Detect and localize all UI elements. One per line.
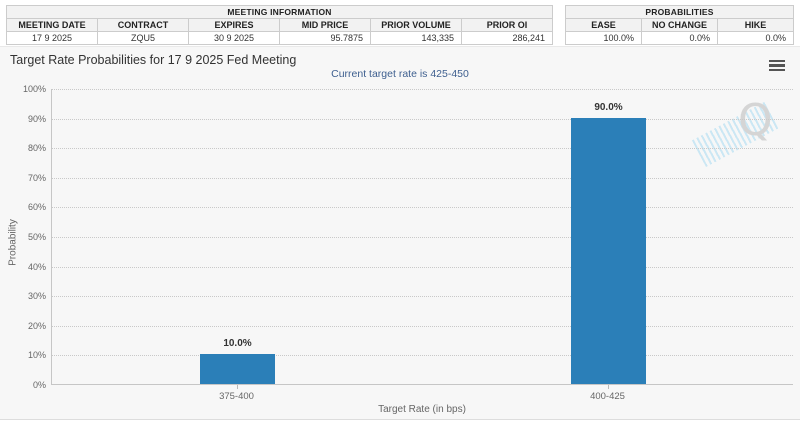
prior-volume-value: 143,335 [370,31,462,45]
chart-panel: Target Rate Probabilities for 17 9 2025 … [0,46,800,420]
chart-subtitle: Current target rate is 425-450 [331,68,469,80]
col-header-no-change: NO CHANGE [641,18,718,32]
bar-375-400[interactable] [200,354,275,384]
expires-value: 30 9 2025 [188,31,280,45]
gridline [52,177,793,179]
col-header-contract: CONTRACT [97,18,189,32]
gridline [52,118,793,120]
hamburger-icon[interactable] [761,56,785,75]
x-category-label: 375-400 [219,391,254,402]
y-tick-label: 10% [27,350,46,361]
y-tick-label: 30% [27,291,46,302]
col-header-prior-oi: PRIOR OI [461,18,553,32]
col-header-meeting-date: MEETING DATE [6,18,98,32]
y-tick-label: 50% [27,232,46,242]
bar-value-label: 10.0% [223,338,252,350]
ease-value: 100.0% [565,31,642,45]
info-tables-row: MEETING INFORMATION MEETING DATE CONTRAC… [6,5,794,45]
x-category-label: 400-425 [590,391,625,402]
meeting-date-value: 17 9 2025 [6,31,98,45]
gridline [52,355,793,357]
mid-price-value: 95.7875 [279,31,371,45]
probabilities-table: PROBABILITIES EASE NO CHANGE HIKE 100.0%… [565,5,794,45]
gridline [52,296,793,298]
x-axis-title: Target Rate (in bps) [378,404,466,415]
hike-value: 0.0% [717,31,794,45]
prior-oi-value: 286,241 [461,31,553,45]
col-header-prior-volume: PRIOR VOLUME [370,18,462,32]
col-header-mid-price: MID PRICE [279,18,371,32]
y-tick-label: 40% [27,261,46,272]
y-tick-label: 100% [22,84,46,94]
meeting-information-row: 17 9 2025 ZQU5 30 9 2025 95.7875 143,335… [6,31,553,45]
contract-value: ZQU5 [97,31,189,45]
bar-400-425[interactable] [571,117,646,384]
gridline [52,207,793,209]
y-tick-label: 60% [27,202,46,213]
gridline [52,89,793,90]
y-tick-label: 20% [27,320,46,331]
col-header-ease: EASE [565,18,642,32]
plot-area: 10.0% 90.0% [51,89,793,385]
y-tick-label: 70% [27,172,46,183]
meeting-information-title: MEETING INFORMATION [6,5,553,19]
probabilities-title: PROBABILITIES [565,5,794,19]
gridline [52,266,793,268]
gridline [52,325,793,327]
x-tick [607,385,609,389]
chart-title: Target Rate Probabilities for 17 9 2025 … [10,53,297,67]
bar-value-label: 90.0% [594,101,623,113]
probabilities-row: 100.0% 0.0% 0.0% [565,31,794,45]
y-tick-label: 80% [27,143,46,154]
gridline [52,237,793,238]
x-tick [236,385,238,389]
gridline [52,148,793,150]
col-header-hike: HIKE [717,18,794,32]
y-tick-label: 90% [27,113,46,124]
y-tick-label: 0% [32,380,46,390]
no-change-value: 0.0% [641,31,718,45]
meeting-information-table: MEETING INFORMATION MEETING DATE CONTRAC… [6,5,553,45]
col-header-expires: EXPIRES [188,18,280,32]
